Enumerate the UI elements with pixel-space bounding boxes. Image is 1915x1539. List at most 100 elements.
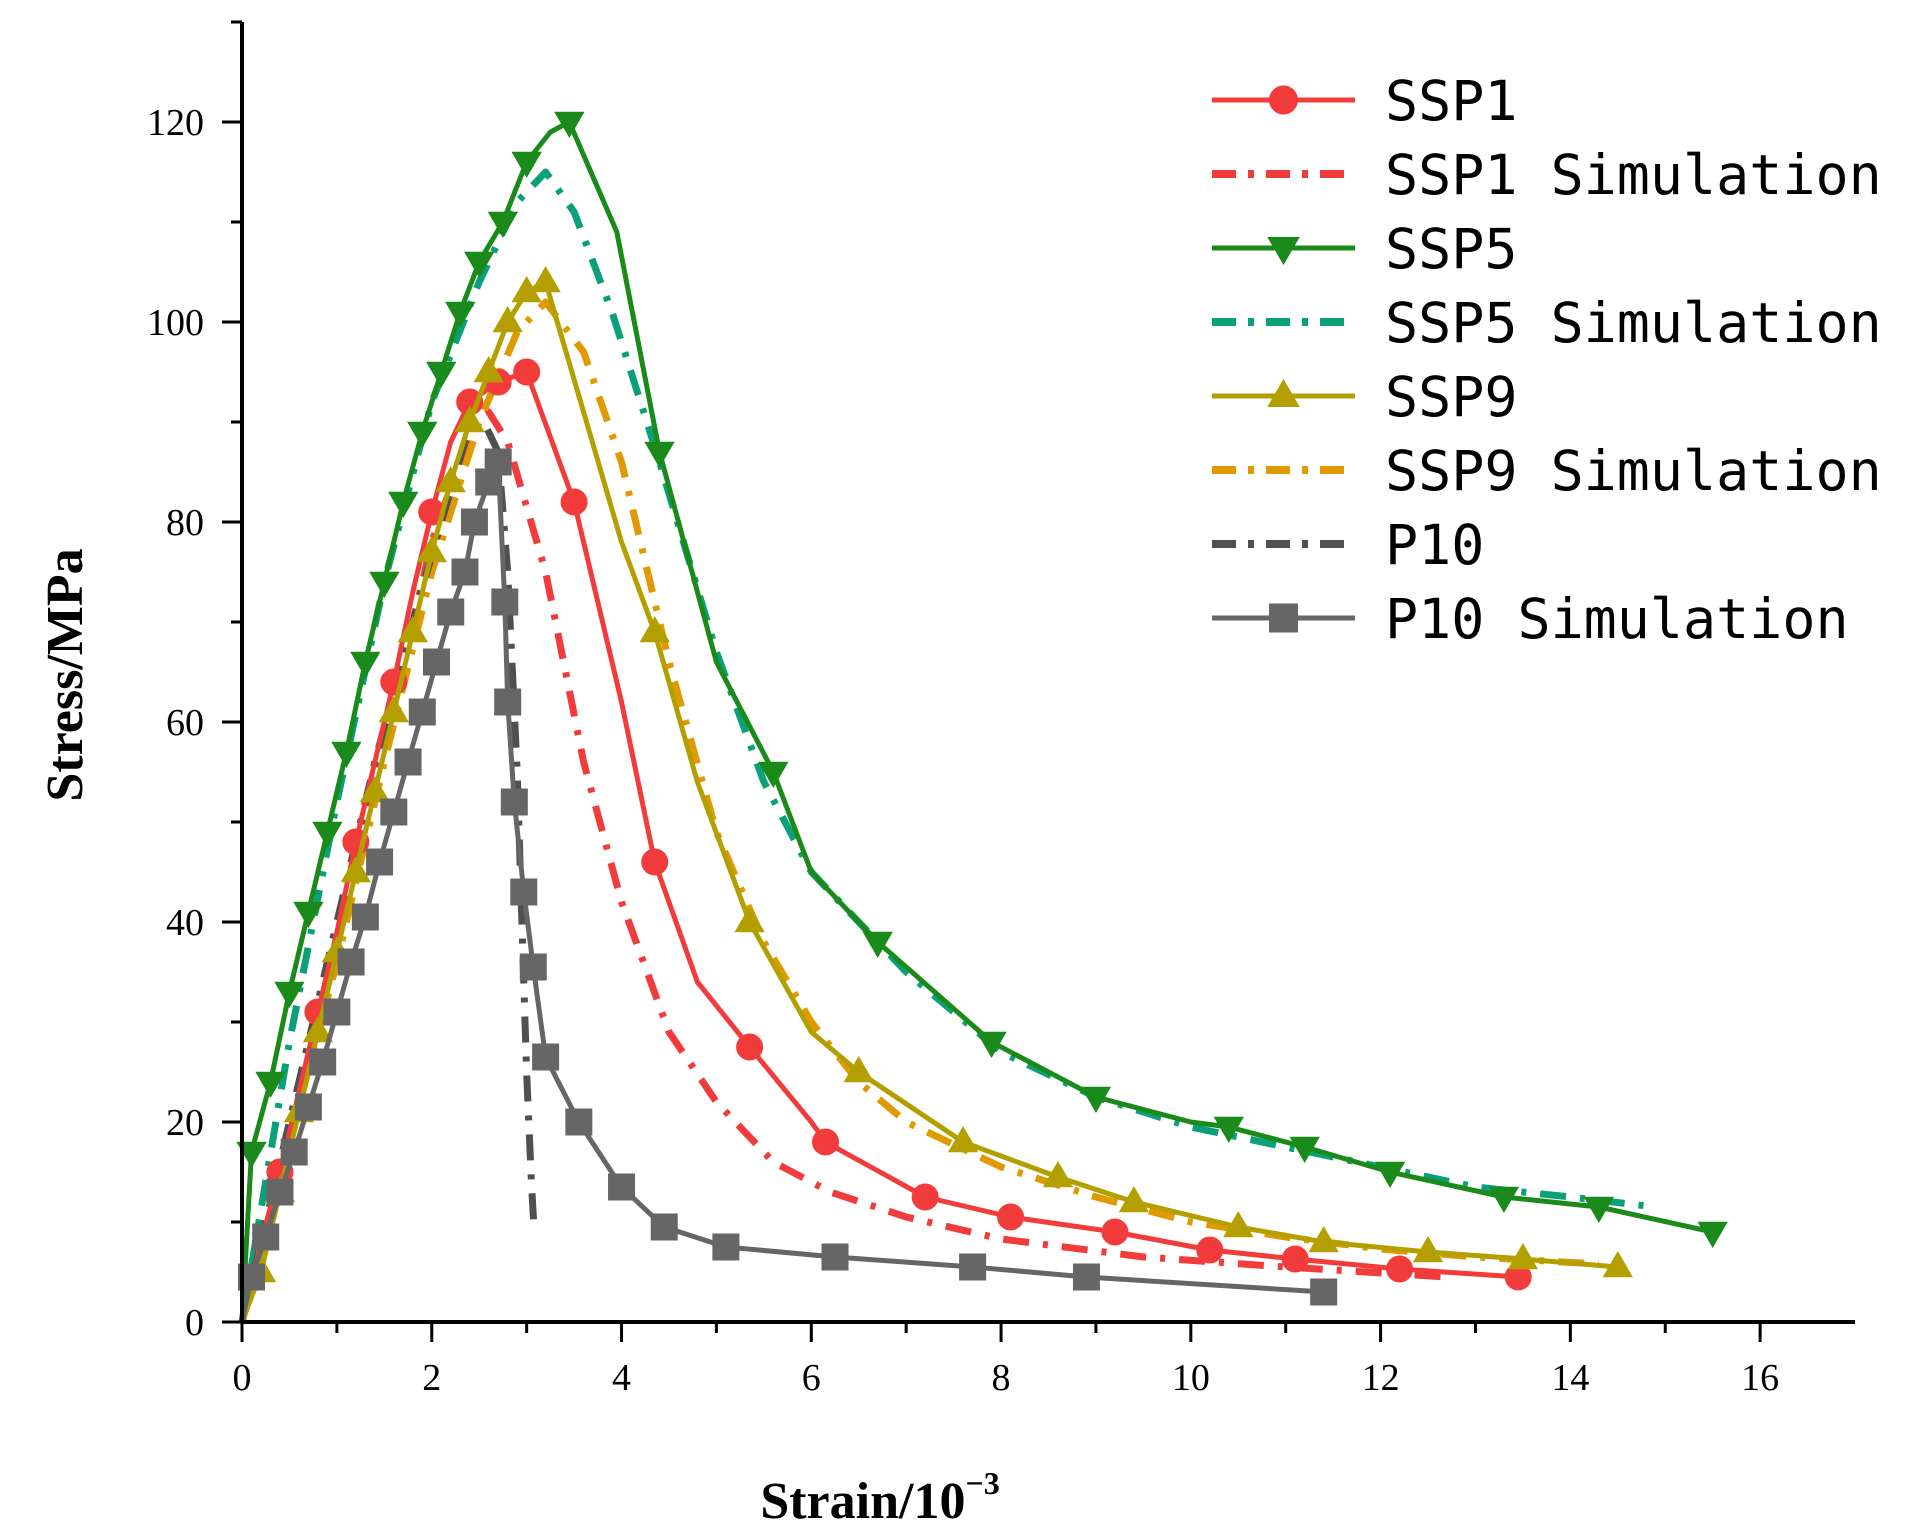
data-point (862, 931, 893, 958)
data-point (554, 111, 585, 138)
data-point (500, 788, 528, 816)
legend-label: SSP9 Simulation (1385, 439, 1882, 503)
data-point (736, 1033, 764, 1061)
legend-marker (1269, 85, 1298, 115)
data-point (608, 1173, 636, 1201)
data-point (644, 441, 675, 468)
data-point (252, 1223, 280, 1251)
data-point (416, 536, 447, 563)
data-point (1583, 1196, 1614, 1223)
series-layer (236, 111, 1728, 1323)
y-tick-label: 60 (166, 702, 204, 744)
data-point (1118, 1186, 1150, 1213)
data-point (511, 151, 542, 178)
data-point (302, 1016, 334, 1043)
data-point (641, 848, 669, 876)
data-point (513, 358, 541, 386)
legend-item: SSP5 Simulation (1212, 291, 1882, 355)
data-point (487, 211, 519, 238)
data-point (274, 981, 305, 1008)
legend-label: SSP1 (1385, 69, 1517, 133)
legend-label: SSP9 (1385, 365, 1517, 429)
series-line (239, 119, 1714, 1323)
x-tick-label: 2 (422, 1357, 441, 1399)
data-point (309, 1048, 337, 1076)
data-point (1101, 1218, 1129, 1246)
data-point (1374, 1161, 1406, 1188)
data-point (359, 776, 391, 803)
legend-item: SSP1 Simulation (1212, 143, 1882, 207)
data-point (340, 856, 372, 883)
y-tick-label: 100 (147, 302, 204, 344)
data-point (1196, 1236, 1224, 1264)
legend-marker (1269, 603, 1298, 633)
y-tick-label: 120 (147, 102, 204, 144)
legend-label: SSP5 Simulation (1385, 291, 1882, 355)
legend-label: SSP1 Simulation (1385, 143, 1882, 207)
data-point (650, 1213, 678, 1241)
series-ssp5 (236, 111, 1728, 1323)
data-point (397, 616, 428, 643)
data-point (351, 903, 379, 931)
series-line (239, 459, 1324, 1323)
data-point (1223, 1211, 1254, 1238)
data-point (491, 588, 519, 616)
data-point (366, 848, 394, 876)
data-point (380, 798, 408, 826)
data-point (426, 361, 457, 388)
data-point (255, 1071, 286, 1098)
data-point (1072, 1263, 1100, 1291)
data-point (435, 466, 466, 493)
x-tick-label: 16 (1741, 1357, 1779, 1399)
legend-item: SSP9 (1212, 365, 1517, 429)
data-point (530, 266, 561, 293)
x-tick-label: 8 (992, 1357, 1011, 1399)
data-point (976, 1031, 1007, 1058)
data-point (460, 508, 488, 536)
x-axis-title: Strain/10−3 (760, 1465, 999, 1530)
data-point (1281, 1245, 1309, 1273)
data-point (843, 1056, 874, 1083)
x-tick-label: 6 (802, 1357, 821, 1399)
data-point (639, 616, 670, 643)
data-point (323, 998, 351, 1026)
x-axis-title-text: Strain/10 (760, 1473, 965, 1530)
data-point (997, 1203, 1025, 1231)
x-tick-label: 14 (1551, 1357, 1589, 1399)
data-point (560, 488, 588, 516)
y-tick-label: 0 (185, 1302, 204, 1344)
data-point (1213, 1116, 1244, 1143)
legend-item: P10 (1212, 513, 1484, 577)
series-ssp5-simulation (238, 168, 1657, 1323)
data-point (280, 1138, 308, 1166)
data-point (492, 306, 523, 333)
data-point (350, 651, 381, 678)
data-point (1412, 1236, 1444, 1263)
data-point (293, 901, 324, 928)
data-point (473, 356, 504, 383)
data-point (812, 1128, 840, 1156)
data-point (437, 598, 465, 626)
data-point (294, 1093, 322, 1121)
data-point (454, 406, 485, 433)
data-point (388, 491, 419, 518)
legend-marker (1267, 378, 1300, 407)
data-point (394, 748, 422, 776)
data-point (959, 1253, 987, 1281)
y-tick-label: 80 (166, 502, 204, 544)
data-point (494, 688, 522, 716)
x-axis-title-exponent: −3 (965, 1465, 999, 1501)
data-point (821, 1243, 849, 1271)
data-point (1507, 1243, 1539, 1270)
legend-item: SSP1 (1212, 69, 1517, 133)
data-point (532, 1043, 560, 1071)
data-point (712, 1233, 740, 1261)
data-point (378, 696, 409, 723)
legend-label: P10 (1385, 513, 1484, 577)
x-tick-label: 4 (612, 1357, 631, 1399)
data-point (734, 906, 765, 933)
ticks-layer: 0 2 4 6 8 10 12 14 16 0 20 40 60 80 100 120 (147, 20, 1779, 1399)
legend-marker (1267, 237, 1300, 266)
legend: SSP1 SSP1 Simulation SSP5 SSP5 Simulation SS… (1212, 69, 1882, 651)
